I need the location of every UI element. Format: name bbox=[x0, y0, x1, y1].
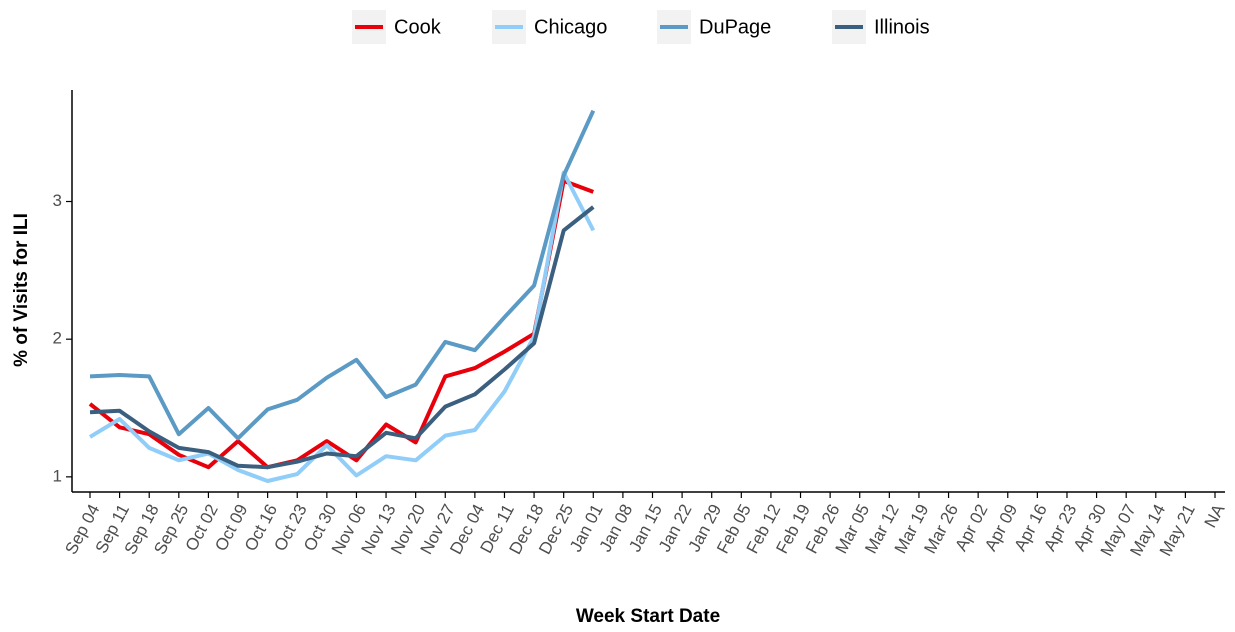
x-axis-title: Week Start Date bbox=[576, 606, 720, 627]
series-line bbox=[88, 170, 596, 483]
series-line bbox=[88, 178, 594, 470]
y-tick-label: 3 bbox=[53, 191, 62, 210]
series-line bbox=[89, 109, 596, 441]
y-tick-label: 2 bbox=[53, 329, 62, 348]
series-line bbox=[89, 205, 595, 470]
legend-label: Cook bbox=[394, 16, 442, 38]
legend-label: DuPage bbox=[699, 16, 771, 38]
x-tick-label: NA bbox=[1201, 500, 1229, 530]
legend-label: Chicago bbox=[534, 16, 607, 38]
legend-label: Illinois bbox=[874, 16, 930, 38]
y-axis-title: % of Visits for ILI bbox=[11, 213, 32, 367]
y-tick-label: 1 bbox=[53, 466, 62, 485]
